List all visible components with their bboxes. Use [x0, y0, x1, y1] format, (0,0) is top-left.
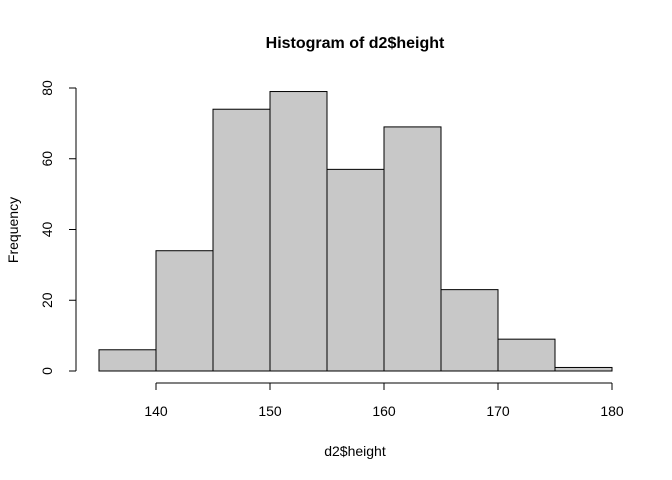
- histogram-bar: [269, 91, 328, 372]
- y-axis-label: Frequency: [5, 197, 21, 263]
- histogram-bar: [554, 366, 613, 372]
- y-tick-label: 0: [39, 367, 55, 375]
- histogram-bar: [497, 338, 556, 372]
- x-tick-label: 160: [372, 403, 396, 419]
- bars-group: [98, 91, 613, 372]
- x-tick-label: 150: [258, 403, 282, 419]
- histogram-bar: [212, 108, 271, 372]
- histogram-bar: [98, 349, 157, 372]
- y-tick-label: 60: [39, 151, 55, 167]
- y-tick-label: 20: [39, 292, 55, 308]
- chart-title: Histogram of d2$height: [266, 35, 445, 52]
- histogram-bar: [326, 168, 385, 372]
- x-axis-label: d2$height: [324, 443, 386, 459]
- histogram-bar: [383, 126, 442, 372]
- x-axis: 140 150 160 170 180: [144, 382, 624, 419]
- x-tick-label: 180: [600, 403, 624, 419]
- x-tick-label: 140: [144, 403, 168, 419]
- x-tick-label: 170: [486, 403, 510, 419]
- y-axis: 0 20 40 60 80: [39, 80, 77, 375]
- histogram-bar: [155, 250, 214, 372]
- y-tick-label: 80: [39, 80, 55, 96]
- histogram-bar: [440, 289, 499, 372]
- y-tick-label: 40: [39, 222, 55, 238]
